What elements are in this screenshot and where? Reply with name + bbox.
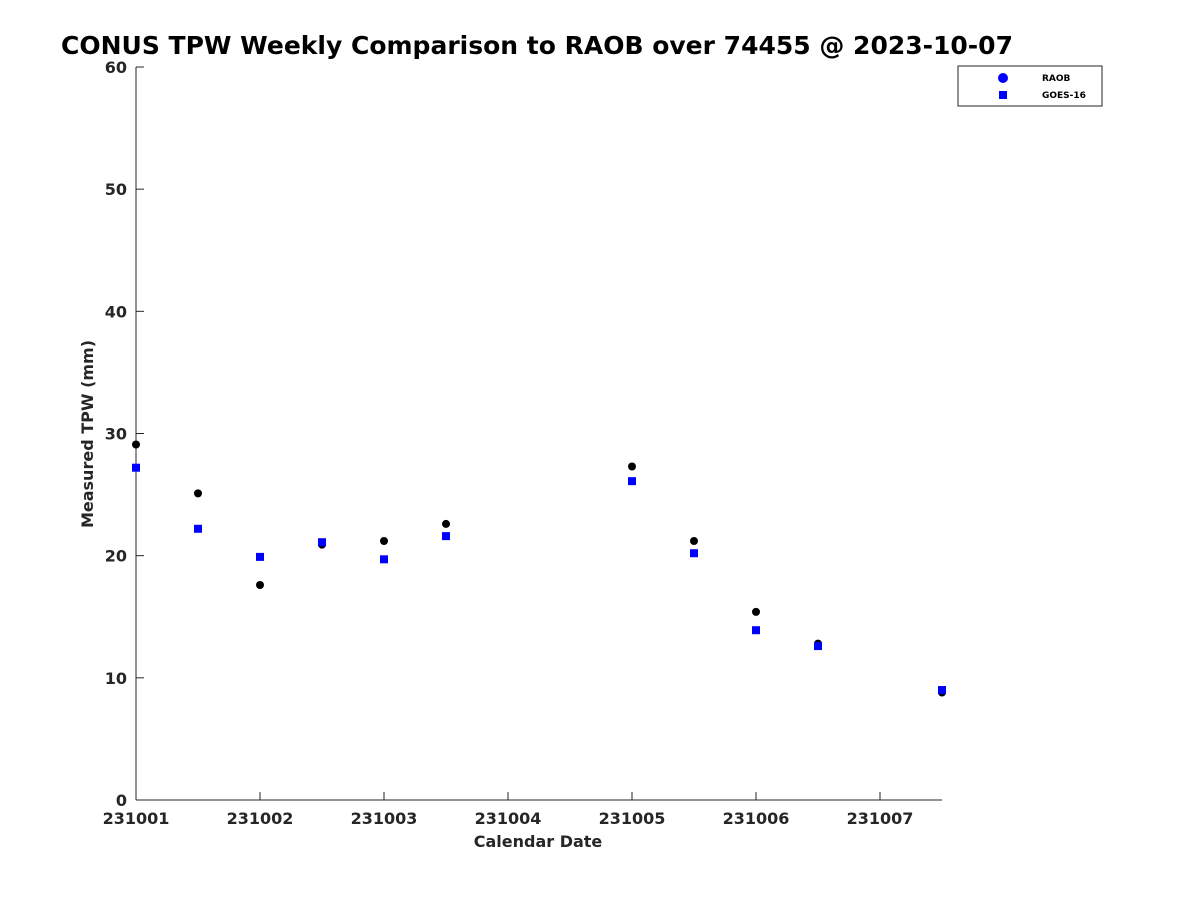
goes-16-point: [628, 477, 636, 486]
x-axis-label: Calendar Date: [474, 832, 603, 851]
raob-point: [256, 580, 264, 589]
x-tick-label: 231002: [227, 809, 294, 828]
goes-16-point: [938, 686, 946, 695]
x-tick-label: 231003: [351, 809, 418, 828]
legend-raob-marker: [998, 73, 1008, 83]
x-tick-label: 231001: [103, 809, 170, 828]
goes-16-point: [256, 552, 264, 561]
raob-point: [690, 537, 698, 546]
x-axis-ticks: 231001 231002 231003 231004 231005 231006 2310…: [103, 792, 914, 828]
raob-point: [380, 537, 388, 546]
raob-point: [194, 489, 202, 498]
raob-point: [442, 519, 450, 528]
legend-box: [957, 65, 1103, 107]
y-axis-ticks: 0 10 20 30 40 50 60: [105, 58, 144, 810]
goes-16-point: [380, 555, 388, 564]
y-tick-label: 0: [116, 791, 127, 810]
goes-16-point: [442, 532, 450, 541]
chart-title: CONUS TPW Weekly Comparison to RAOB over…: [61, 31, 1013, 60]
legend-raob-label: RAOB: [1042, 74, 1071, 84]
y-axis-label: Measured TPW (mm): [78, 340, 97, 528]
goes-16-point: [194, 524, 202, 533]
y-tick-label: 20: [105, 547, 127, 566]
goes-16-point: [752, 626, 760, 635]
y-tick-label: 50: [105, 180, 127, 199]
y-tick-label: 10: [105, 669, 127, 688]
y-tick-label: 60: [105, 58, 127, 77]
x-tick-label: 231007: [847, 809, 914, 828]
goes-16-point: [318, 538, 326, 547]
raob-point: [628, 462, 636, 471]
x-tick-label: 231004: [475, 809, 542, 828]
raob-point: [752, 607, 760, 616]
legend-goes-16-marker: [999, 91, 1007, 99]
series-raob: [132, 440, 946, 697]
goes-16-point: [690, 549, 698, 558]
y-tick-label: 30: [105, 425, 127, 444]
goes-16-point: [132, 463, 140, 472]
series-goes-16: [132, 463, 946, 695]
goes-16-point: [814, 642, 822, 651]
legend-goes-16-label: GOES-16: [1042, 91, 1086, 101]
y-tick-label: 40: [105, 302, 127, 321]
x-tick-label: 231005: [599, 809, 666, 828]
x-tick-label: 231006: [723, 809, 790, 828]
raob-point: [132, 440, 140, 449]
legend: RAOB GOES-16: [957, 65, 1103, 107]
